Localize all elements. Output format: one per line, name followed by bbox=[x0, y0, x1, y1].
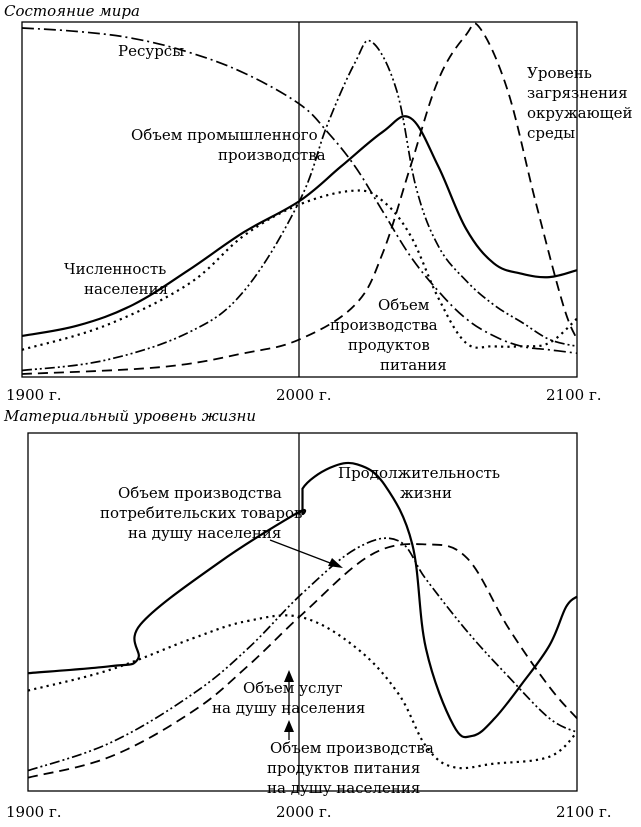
annotation-food-production-line-2: производства bbox=[330, 316, 438, 334]
annotation-food-per-capita-line-2: продуктов питания bbox=[267, 759, 420, 777]
annotation-pollution-line-3: окружающей bbox=[527, 104, 632, 122]
annotation-resources: Ресурсы bbox=[118, 42, 184, 60]
annotation-population-line-2: населения bbox=[84, 280, 168, 298]
series-line-численность-населения bbox=[21, 115, 578, 337]
arrow-food-per-capita-head bbox=[284, 720, 294, 732]
tick-label-1900: 1900 г. bbox=[6, 386, 62, 404]
annotation-industrial-output-line-1: Объем промышленного bbox=[131, 126, 318, 144]
annotation-industrial-output-line-2: производства bbox=[218, 146, 326, 164]
arrow-consumer-goods bbox=[269, 539, 339, 567]
annotation-pollution-line-4: среды bbox=[527, 124, 575, 142]
series-line-продолжительность-жизни bbox=[27, 461, 578, 739]
tick-label-2000: 2000 г. bbox=[276, 386, 332, 404]
series-line-объем-производства-продуктов-питания bbox=[21, 189, 578, 351]
annotation-population: Численность населения bbox=[64, 260, 171, 298]
series-line-объем-производства-потребительских-товаров-на-душу-населения bbox=[27, 537, 578, 772]
annotation-food-per-capita-line-1: Объем производства bbox=[270, 739, 434, 757]
series-line-ресурсы bbox=[21, 27, 578, 355]
annotation-life-expectancy-line-1: Продолжительность bbox=[338, 464, 500, 482]
plot-frame bbox=[27, 432, 578, 792]
annotation-consumer-goods-line-1: Объем производства bbox=[118, 484, 282, 502]
annotation-pollution: Уровень загрязнения окружающей среды bbox=[527, 64, 637, 142]
arrow-consumer-goods-head bbox=[328, 558, 343, 568]
annotation-food-production-line-4: питания bbox=[380, 356, 447, 374]
annotation-consumer-goods-line-2: потребительских товаров bbox=[100, 504, 303, 522]
annotation-pollution-line-1: Уровень bbox=[527, 64, 592, 82]
chart-title: Материальный уровень жизни bbox=[3, 407, 256, 425]
annotation-population-line-1: Численность bbox=[64, 260, 166, 278]
annotation-services-line-1: Объем услуг bbox=[243, 679, 343, 697]
annotation-life-expectancy-line-2: жизни bbox=[400, 484, 452, 502]
annotation-life-expectancy: Продолжительность жизни bbox=[338, 464, 505, 502]
arrow-services-head bbox=[284, 670, 294, 682]
series-group bbox=[27, 461, 578, 779]
series-line-объем-промышленного-производства bbox=[21, 39, 578, 372]
series-line-объем-услуг-на-душу-населения bbox=[27, 543, 578, 779]
chart-living-standard: Материальный уровень жизни 1900 г. 2000 … bbox=[3, 407, 612, 821]
series-line-уровень-загрязнения-окружающей-среды bbox=[21, 22, 578, 375]
tick-label-2100: 2100 г. bbox=[556, 803, 612, 821]
annotation-food-production-line-3: продуктов bbox=[348, 336, 430, 354]
annotation-industrial-output: Объем промышленного производства bbox=[131, 126, 326, 164]
annotation-food-production: Объем производства продуктов питания bbox=[330, 296, 447, 374]
annotation-food-production-line-1: Объем bbox=[378, 296, 430, 314]
annotation-consumer-goods: Объем производства потребительских товар… bbox=[100, 484, 307, 542]
annotation-food-per-capita: Объем производства продуктов питания на … bbox=[267, 739, 439, 797]
chart-title: Состояние мира bbox=[4, 2, 140, 20]
tick-label-1900: 1900 г. bbox=[6, 803, 62, 821]
series-line-объем-производства-продуктов-питания-на-душу-населения bbox=[27, 614, 578, 770]
tick-label-2100: 2100 г. bbox=[546, 386, 602, 404]
annotation-pollution-line-2: загрязнения bbox=[527, 84, 628, 102]
annotation-consumer-goods-line-3: на душу населения bbox=[128, 524, 281, 542]
tick-label-2000: 2000 г. bbox=[276, 803, 332, 821]
annotation-food-per-capita-line-3: на душу населения bbox=[267, 779, 420, 797]
chart-world-state: Состояние мира 1900 г. 2000 г. 2100 г. Р… bbox=[4, 2, 637, 404]
series-group bbox=[21, 22, 578, 375]
